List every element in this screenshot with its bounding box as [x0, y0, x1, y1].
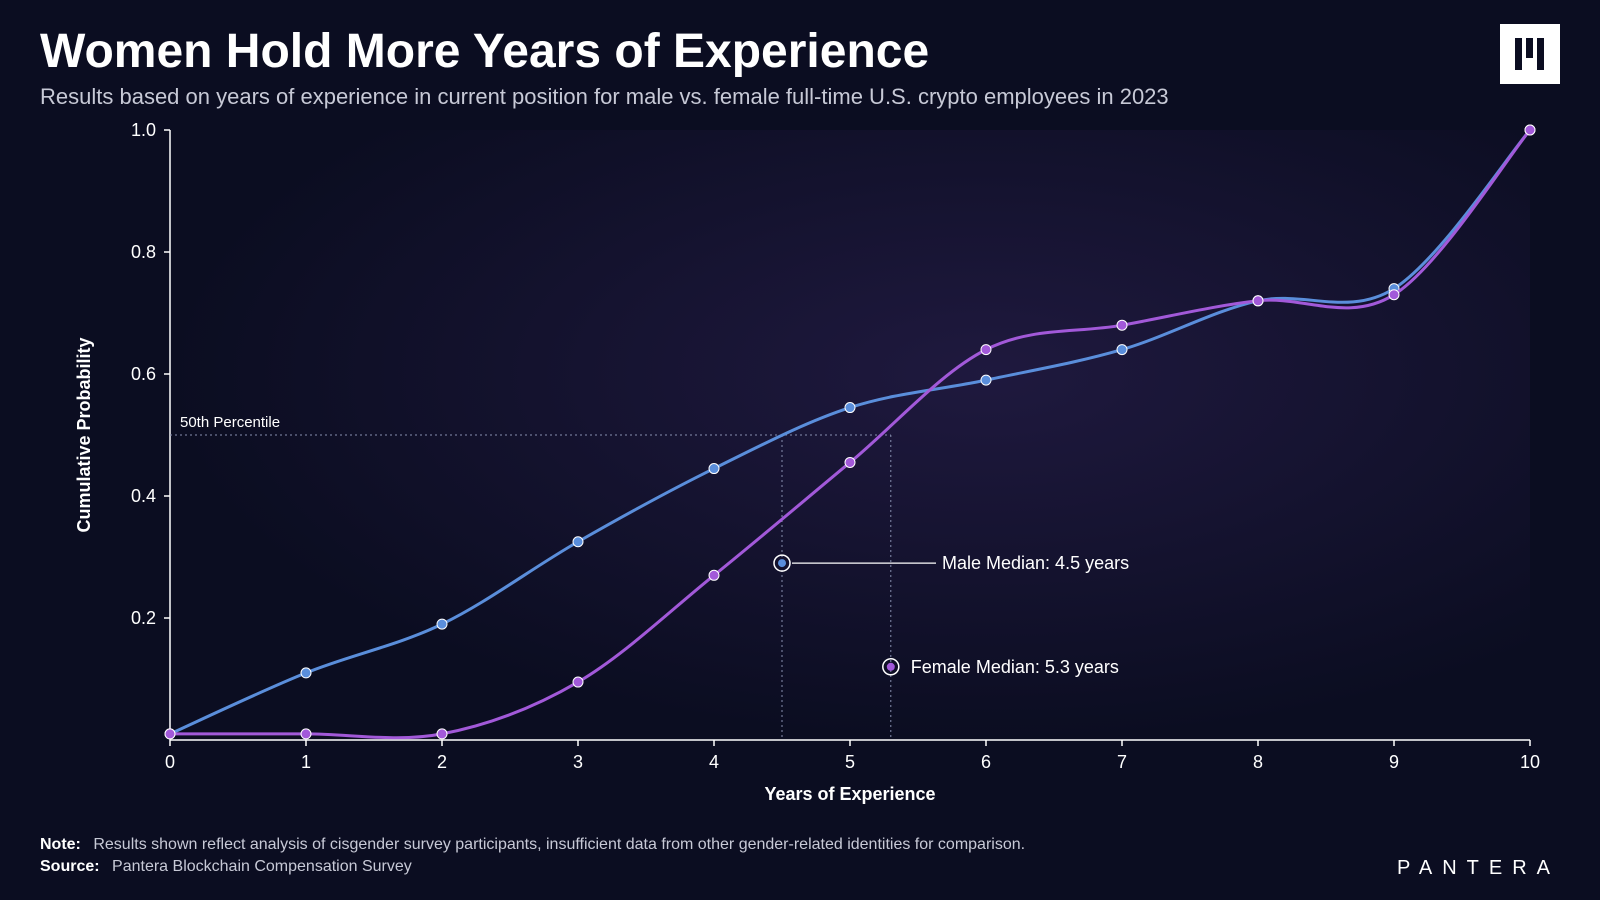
svg-text:Male Median: 4.5 years: Male Median: 4.5 years — [942, 553, 1129, 573]
brand-wordmark: PANTERA — [1397, 857, 1560, 880]
svg-text:1: 1 — [301, 752, 311, 772]
svg-text:9: 9 — [1389, 752, 1399, 772]
svg-text:1.0: 1.0 — [131, 120, 156, 140]
svg-text:50th Percentile: 50th Percentile — [180, 414, 280, 431]
brand-logo-icon — [1500, 24, 1560, 84]
svg-text:6: 6 — [981, 752, 991, 772]
source-label: Source: — [40, 858, 100, 875]
svg-text:Years of Experience: Years of Experience — [764, 784, 935, 804]
svg-text:0.2: 0.2 — [131, 608, 156, 628]
svg-text:0: 0 — [165, 752, 175, 772]
svg-text:0.6: 0.6 — [131, 364, 156, 384]
note-label: Note: — [40, 836, 81, 853]
cdf-chart: 0.2 0.4 0.6 0.8 1.0 0 1 2 3 4 5 6 7 8 9 10 Years of Expe… — [40, 120, 1560, 810]
svg-text:5: 5 — [845, 752, 855, 772]
svg-text:2: 2 — [437, 752, 447, 772]
note-text: Results shown reflect analysis of cisgen… — [93, 836, 1025, 853]
svg-text:8: 8 — [1253, 752, 1263, 772]
chart-subtitle: Results based on years of experience in … — [40, 84, 1169, 110]
svg-text:Cumulative Probability: Cumulative Probability — [74, 337, 94, 532]
svg-text:10: 10 — [1520, 752, 1540, 772]
svg-text:4: 4 — [709, 752, 719, 772]
source-text: Pantera Blockchain Compensation Survey — [112, 858, 412, 875]
chart-footer: Note: Results shown reflect analysis of … — [40, 836, 1560, 880]
svg-text:0.4: 0.4 — [131, 486, 156, 506]
svg-text:0.8: 0.8 — [131, 242, 156, 262]
svg-text:Female Median: 5.3 years: Female Median: 5.3 years — [911, 657, 1119, 677]
svg-text:7: 7 — [1117, 752, 1127, 772]
chart-title: Women Hold More Years of Experience — [40, 24, 929, 79]
svg-text:3: 3 — [573, 752, 583, 772]
